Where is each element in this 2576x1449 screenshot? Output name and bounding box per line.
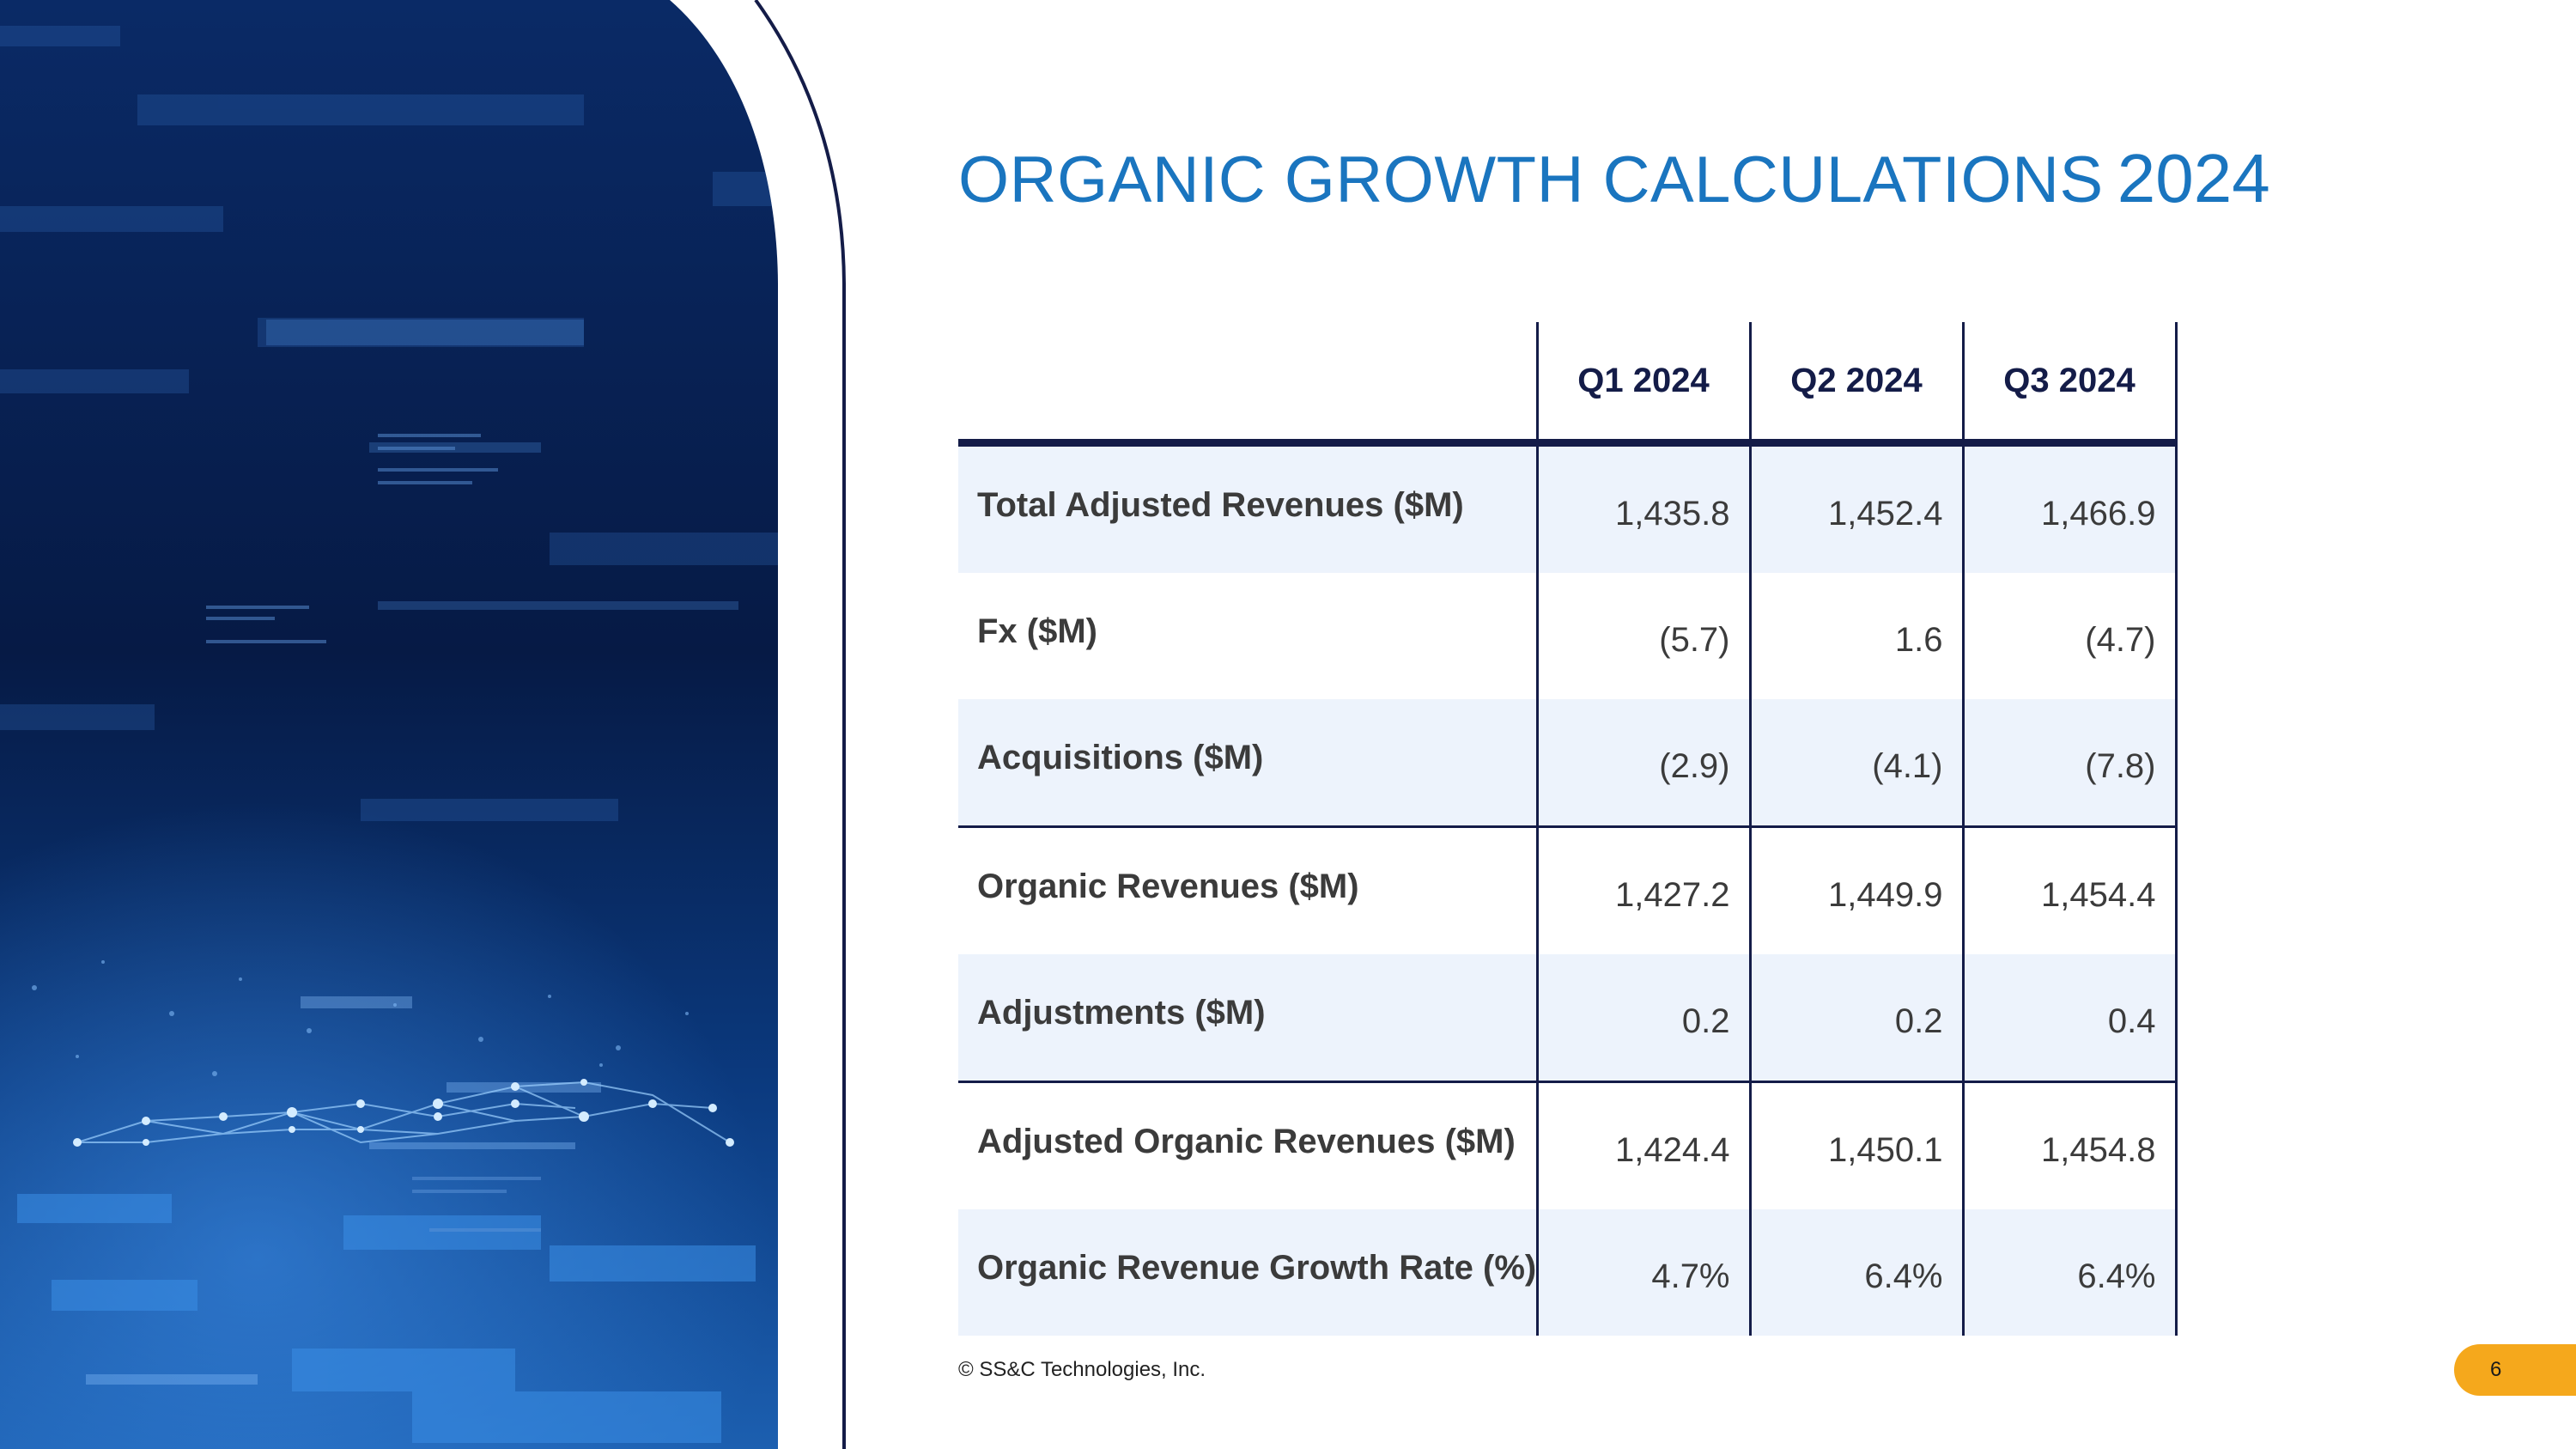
data-table: Q1 2024 Q2 2024 Q3 2024 Total Adjusted R… — [958, 322, 2178, 1336]
table-row: Organic Revenues ($M) 1,427.2 1,449.9 1,… — [958, 825, 2178, 954]
table-header: Q1 2024 Q2 2024 Q3 2024 — [958, 322, 2178, 447]
column-header-q3: Q3 2024 — [1961, 322, 2178, 447]
title-year-text: 2024 — [2117, 140, 2270, 216]
row-value-q2: 1,452.4 — [1748, 442, 1963, 573]
table-row: Adjustments ($M) 0.2 0.2 0.4 — [958, 954, 2178, 1082]
page-number-badge: 6 — [2454, 1344, 2576, 1396]
organic-growth-table: Q1 2024 Q2 2024 Q3 2024 Total Adjusted R… — [958, 322, 2178, 1336]
row-value-q1: 0.2 — [1535, 954, 1750, 1082]
row-value-q3: 1,466.9 — [1961, 442, 2178, 573]
row-value-q1: 4.7% — [1535, 1209, 1750, 1336]
row-value-q2: 1,449.9 — [1748, 825, 1963, 954]
row-value-q2: 0.2 — [1748, 954, 1963, 1082]
column-header-q2: Q2 2024 — [1748, 322, 1963, 447]
row-label: Adjusted Organic Revenues ($M) — [958, 1081, 1537, 1209]
row-value-q2: 6.4% — [1748, 1209, 1963, 1336]
table-row: Organic Revenue Growth Rate (%) 4.7% 6.4… — [958, 1209, 2178, 1336]
row-value-q1: 1,427.2 — [1535, 825, 1750, 954]
row-value-q2: (4.1) — [1748, 699, 1963, 827]
table-row: Adjusted Organic Revenues ($M) 1,424.4 1… — [958, 1081, 2178, 1209]
table-row: Acquisitions ($M) (2.9) (4.1) (7.8) — [958, 699, 2178, 827]
copyright-notice: © SS&C Technologies, Inc. — [958, 1358, 1206, 1381]
row-value-q3: 6.4% — [1961, 1209, 2178, 1336]
row-value-q1: (5.7) — [1535, 573, 1750, 699]
row-value-q3: 1,454.8 — [1961, 1081, 2178, 1209]
title-main-text: ORGANIC GROWTH CALCULATIONS — [958, 143, 2104, 216]
row-label: Adjustments ($M) — [958, 954, 1537, 1082]
table-row: Total Adjusted Revenues ($M) 1,435.8 1,4… — [958, 442, 2178, 573]
row-value-q3: (7.8) — [1961, 699, 2178, 827]
table-row: Fx ($M) (5.7) 1.6 (4.7) — [958, 573, 2178, 699]
header-row: Q1 2024 Q2 2024 Q3 2024 — [958, 322, 2178, 447]
row-value-q3: 1,454.4 — [1961, 825, 2178, 954]
row-value-q1: 1,424.4 — [1535, 1081, 1750, 1209]
row-value-q3: (4.7) — [1961, 573, 2178, 699]
row-value-q2: 1.6 — [1748, 573, 1963, 699]
row-label: Organic Revenue Growth Rate (%) — [958, 1209, 1537, 1336]
row-label: Fx ($M) — [977, 612, 1097, 650]
row-value-q3: 0.4 — [1961, 954, 2178, 1082]
header-blank-cell — [958, 322, 1537, 447]
slide-title: ORGANIC GROWTH CALCULATIONS 2024 — [958, 144, 2270, 213]
decorative-background-image — [0, 0, 859, 1449]
table-body: Total Adjusted Revenues ($M) 1,435.8 1,4… — [958, 442, 2178, 1336]
row-label: Acquisitions ($M) — [958, 699, 1537, 827]
row-value-q1: 1,435.8 — [1535, 442, 1750, 573]
row-value-q2: 1,450.1 — [1748, 1081, 1963, 1209]
row-label: Organic Revenues ($M) — [958, 825, 1537, 954]
column-header-q1: Q1 2024 — [1535, 322, 1750, 447]
network-data-visualization-image — [0, 0, 846, 1449]
row-label: Total Adjusted Revenues ($M) — [958, 442, 1537, 573]
row-value-q1: (2.9) — [1535, 699, 1750, 827]
